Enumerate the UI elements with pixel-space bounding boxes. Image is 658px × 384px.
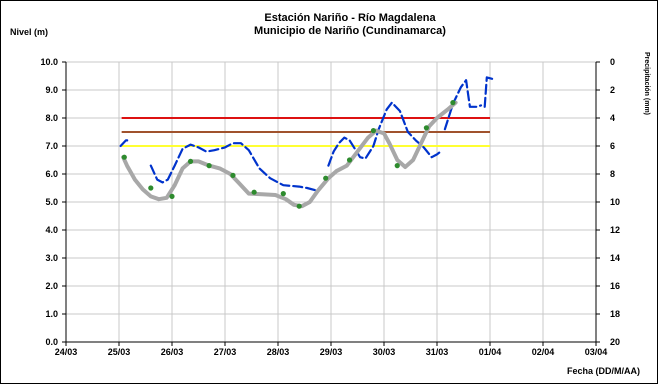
y2-tick-label: 14 [610, 253, 620, 263]
chart-subtitle: Municipio de Nariño (Cundinamarca) [254, 25, 446, 37]
x-tick-label: 29/03 [320, 347, 343, 357]
plot-area: 0.0 1.0 2.0 3.0 4.0 5.0 6.0 7.0 8.0 9.0 10.0 0 2 4 6 8 1… [40, 57, 620, 357]
x-tick-label: 31/03 [426, 347, 449, 357]
data-point [323, 175, 329, 181]
x-axis-label: Fecha (DD/M/AA) [567, 366, 640, 376]
y2-tick-label: 0 [610, 57, 615, 67]
series-line-dashed [327, 101, 444, 167]
data-point [121, 154, 127, 160]
y-tick-label: 5.0 [45, 197, 58, 207]
y-tick-label: 7.0 [45, 141, 58, 151]
series-line-smooth [121, 100, 458, 209]
data-point [423, 125, 429, 131]
x-tick-label: 28/03 [267, 347, 290, 357]
y2-tick-label: 20 [610, 337, 620, 347]
data-point [206, 163, 212, 169]
y-tick-label: 9.0 [45, 85, 58, 95]
y-tick-label: 8.0 [45, 113, 58, 123]
y2-tick-label: 4 [610, 113, 615, 123]
x-tick-label: 30/03 [373, 347, 396, 357]
y2-axis-label: Precipitación (mm) [643, 52, 650, 115]
data-point [169, 193, 175, 199]
y-tick-label: 1.0 [45, 309, 58, 319]
data-point [450, 100, 456, 106]
y2-tick-label: 18 [610, 309, 620, 319]
y2-tick-label: 10 [610, 197, 620, 207]
y-tick-label: 2.0 [45, 281, 58, 291]
x-tick-label: 03/04 [585, 347, 608, 357]
data-point [251, 189, 257, 195]
y2-tick-label: 8 [610, 169, 615, 179]
data-point [230, 172, 236, 178]
data-point [346, 157, 353, 163]
x-tick-label: 02/04 [532, 347, 555, 357]
y2-tick-label: 6 [610, 141, 615, 151]
x-tick-label: 26/03 [161, 347, 184, 357]
data-point [148, 185, 154, 191]
series-line-dashed [483, 76, 494, 108]
y-tick-label: 3.0 [45, 253, 58, 263]
data-point [187, 158, 194, 164]
series-line-dashed [149, 142, 325, 192]
y-tick-label: 4.0 [45, 225, 58, 235]
data-point [296, 203, 302, 209]
y2-tick-label: 12 [610, 225, 620, 235]
y-axis-label: Nivel (m) [10, 27, 48, 37]
x-tick-label: 24/03 [55, 347, 78, 357]
data-point [280, 191, 286, 197]
y2-tick-label: 16 [610, 281, 620, 291]
x-tick-label: 25/03 [108, 347, 131, 357]
y-tick-label: 0.0 [45, 337, 58, 347]
series-line-dashed [119, 139, 131, 148]
data-point [394, 163, 400, 169]
x-tick-label: 01/04 [479, 347, 502, 357]
y-tick-label: 10.0 [40, 57, 58, 67]
y2-tick-label: 2 [610, 85, 615, 95]
y-tick-label: 6.0 [45, 169, 58, 179]
data-point [370, 128, 376, 134]
chart-title: Estación Nariño - Río Magdalena [264, 12, 436, 24]
x-tick-label: 27/03 [214, 347, 237, 357]
